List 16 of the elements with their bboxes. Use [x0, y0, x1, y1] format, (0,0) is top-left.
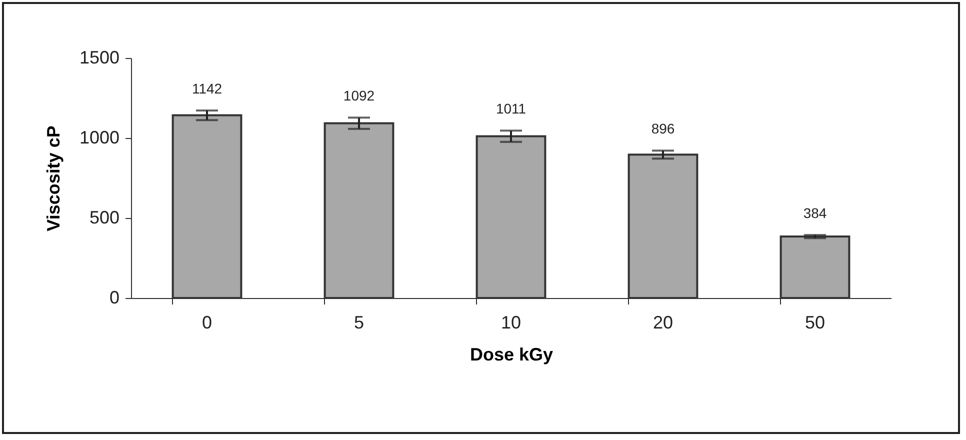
- y-tick-label: 500: [89, 208, 120, 228]
- y-axis-title: Viscosity cP: [43, 126, 64, 232]
- x-tick-label: 10: [500, 312, 522, 332]
- data-label: 384: [803, 204, 827, 221]
- x-tick-label: 50: [804, 312, 826, 332]
- x-tick-label: 20: [652, 312, 674, 332]
- data-label: 896: [651, 120, 675, 137]
- y-tick-label: 1500: [79, 48, 120, 68]
- x-tick-label: 5: [354, 312, 364, 332]
- data-label: 1142: [192, 80, 222, 96]
- x-axis-title: Dose kGy: [470, 344, 554, 364]
- y-tick-label: 0: [109, 288, 120, 308]
- y-tick-label: 1000: [79, 128, 120, 148]
- x-tick-label: 0: [202, 312, 212, 332]
- data-label: 1011: [496, 100, 526, 117]
- data-label: 1092: [343, 88, 375, 104]
